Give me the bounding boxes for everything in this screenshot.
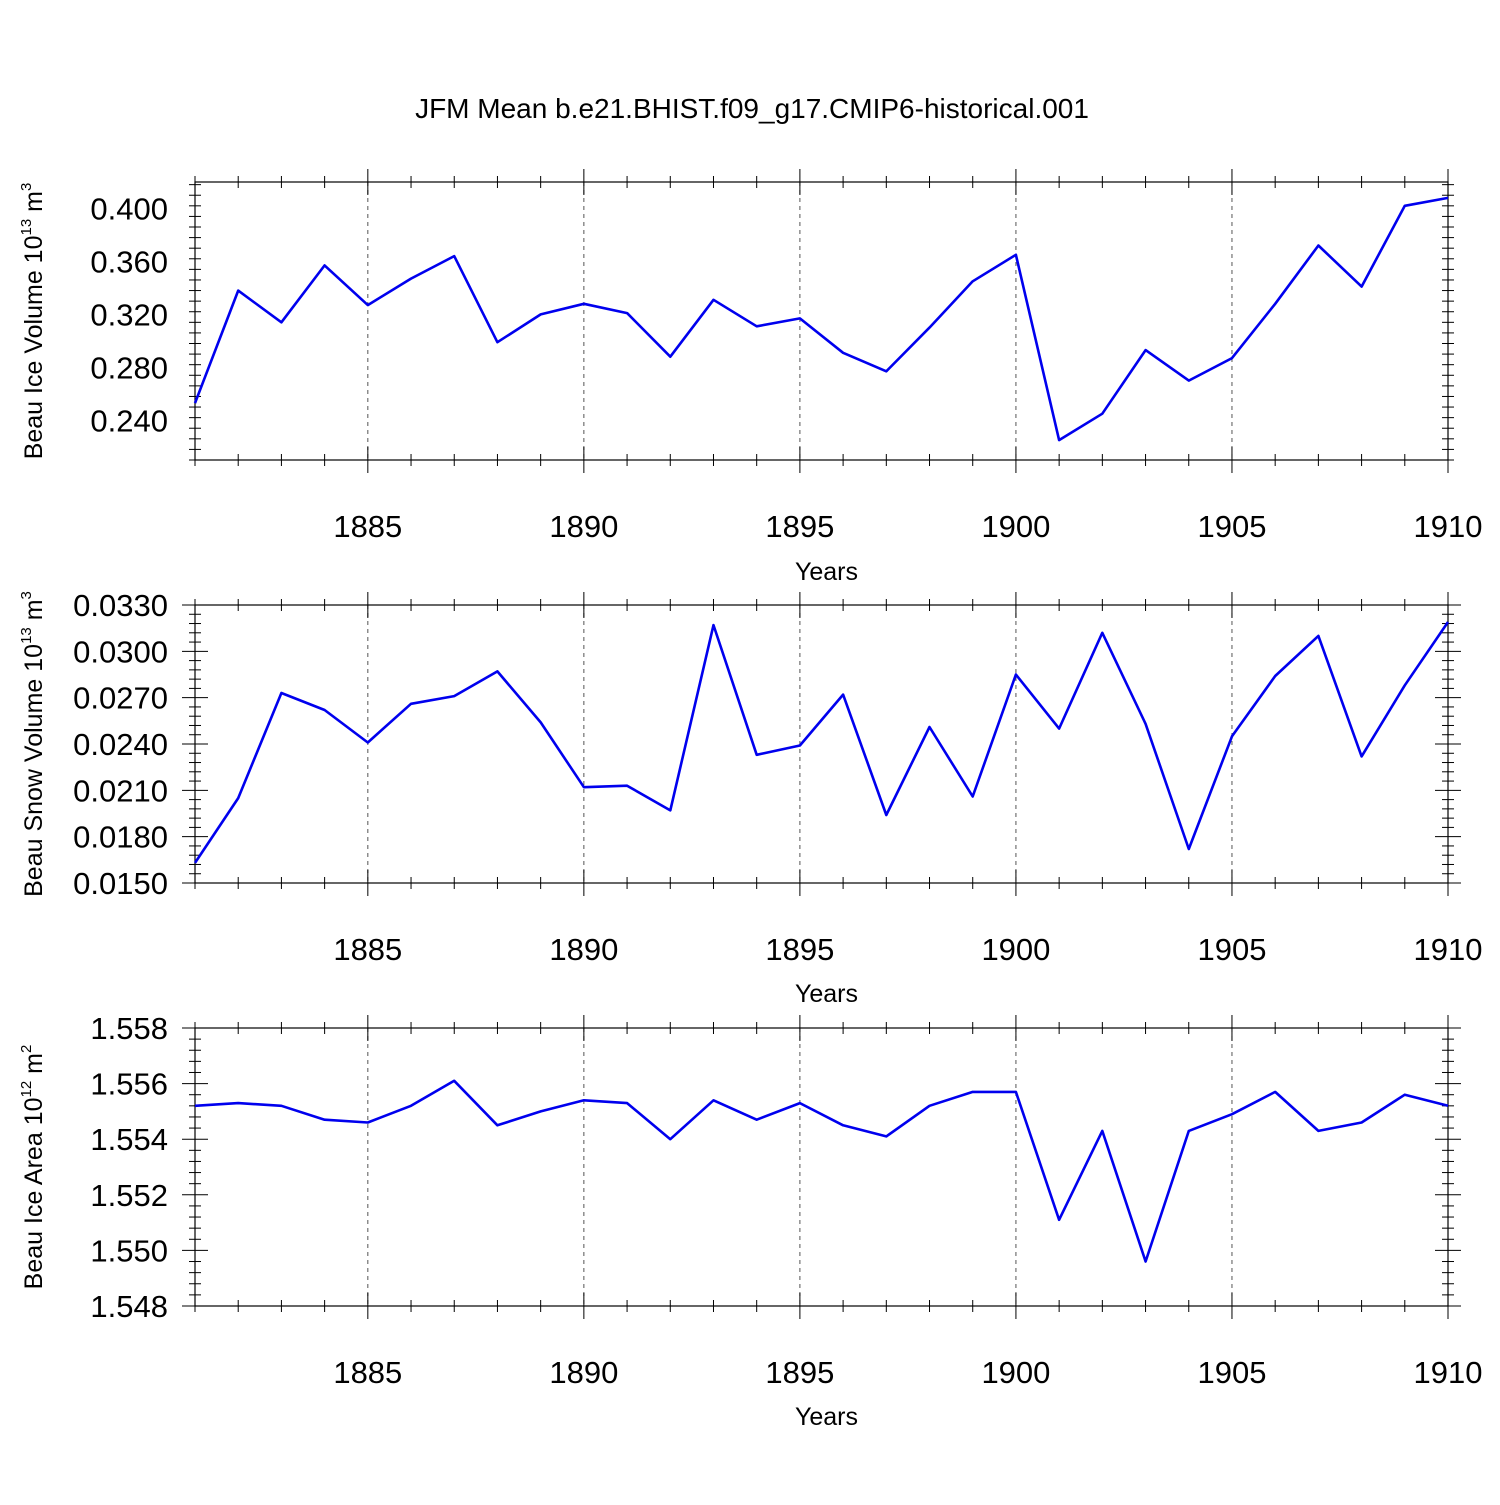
y-tick-label: 0.0210: [73, 773, 168, 808]
series-line: [193, 621, 1450, 864]
y-tick-label: 1.548: [90, 1289, 168, 1324]
y-tick-label: 0.400: [90, 191, 168, 226]
x-tick-label: 1890: [549, 932, 618, 967]
y-axis-title: Beau Ice Volume 1013 m3: [18, 183, 48, 460]
y-tick-label: 1.552: [90, 1178, 168, 1213]
x-tick-label: 1905: [1197, 1355, 1266, 1390]
x-tick-label: 1890: [549, 509, 618, 544]
x-tick-label: 1900: [981, 932, 1050, 967]
x-tick-label: 1885: [333, 509, 402, 544]
x-axis-title: Years: [795, 558, 858, 586]
x-tick-label: 1890: [549, 1355, 618, 1390]
y-tick-label: 0.0180: [73, 820, 168, 855]
x-tick-label: 1900: [981, 1355, 1050, 1390]
y-tick-label: 0.240: [90, 403, 168, 438]
x-tick-label: 1895: [765, 509, 834, 544]
x-tick-label: 1910: [1414, 509, 1483, 544]
x-tick-label: 1905: [1197, 509, 1266, 544]
series-line: [194, 1079, 1449, 1263]
x-tick-label: 1885: [333, 932, 402, 967]
x-axis-title: Years: [795, 1403, 858, 1431]
x-axis-title: Years: [795, 980, 858, 1008]
series-line: [193, 196, 1449, 442]
y-tick-label: 0.0300: [73, 634, 168, 669]
plot-frame: [194, 604, 1449, 884]
y-tick-label: 1.554: [90, 1122, 168, 1157]
x-tick-label: 1910: [1414, 1355, 1483, 1390]
panel-2: 0.0150 0.0180 0.0210 0.0240 0.0270 0.0300 0.03…: [18, 588, 1482, 1008]
panel-1: 0.240 0.280 0.320 0.360 0.400 1885 1890 1895 190…: [18, 169, 1482, 586]
y-tick-label: 0.0270: [73, 681, 168, 716]
x-tick-label: 1895: [765, 1355, 834, 1390]
y-tick-label: 0.0150: [73, 866, 168, 901]
chart-title: JFM Mean b.e21.BHIST.f09_g17.CMIP6-histo…: [415, 93, 1089, 124]
y-tick-label: 0.320: [90, 297, 168, 332]
plot-frame: [194, 181, 1449, 461]
y-tick-label: 0.0240: [73, 727, 168, 762]
panel-3: 1.548 1.550 1.552 1.554 1.556 1.558 1885 1890 18…: [18, 1011, 1482, 1431]
y-tick-label: 1.550: [90, 1233, 168, 1268]
y-axis-title: Beau Ice Area 1012 m2: [18, 1045, 48, 1290]
x-tick-label: 1895: [765, 932, 834, 967]
x-tick-label: 1885: [333, 1355, 402, 1390]
y-axis-title: Beau Snow Volume 1013 m3: [18, 591, 48, 897]
y-tick-label: 1.558: [90, 1011, 168, 1046]
x-tick-label: 1900: [981, 509, 1050, 544]
y-tick-label: 1.556: [90, 1067, 168, 1102]
y-tick-label: 0.280: [90, 350, 168, 385]
y-tick-label: 0.0330: [73, 588, 168, 623]
y-tick-label: 0.360: [90, 244, 168, 279]
x-tick-label: 1905: [1197, 932, 1266, 967]
plot-frame: [194, 1027, 1449, 1307]
x-tick-label: 1910: [1414, 932, 1483, 967]
